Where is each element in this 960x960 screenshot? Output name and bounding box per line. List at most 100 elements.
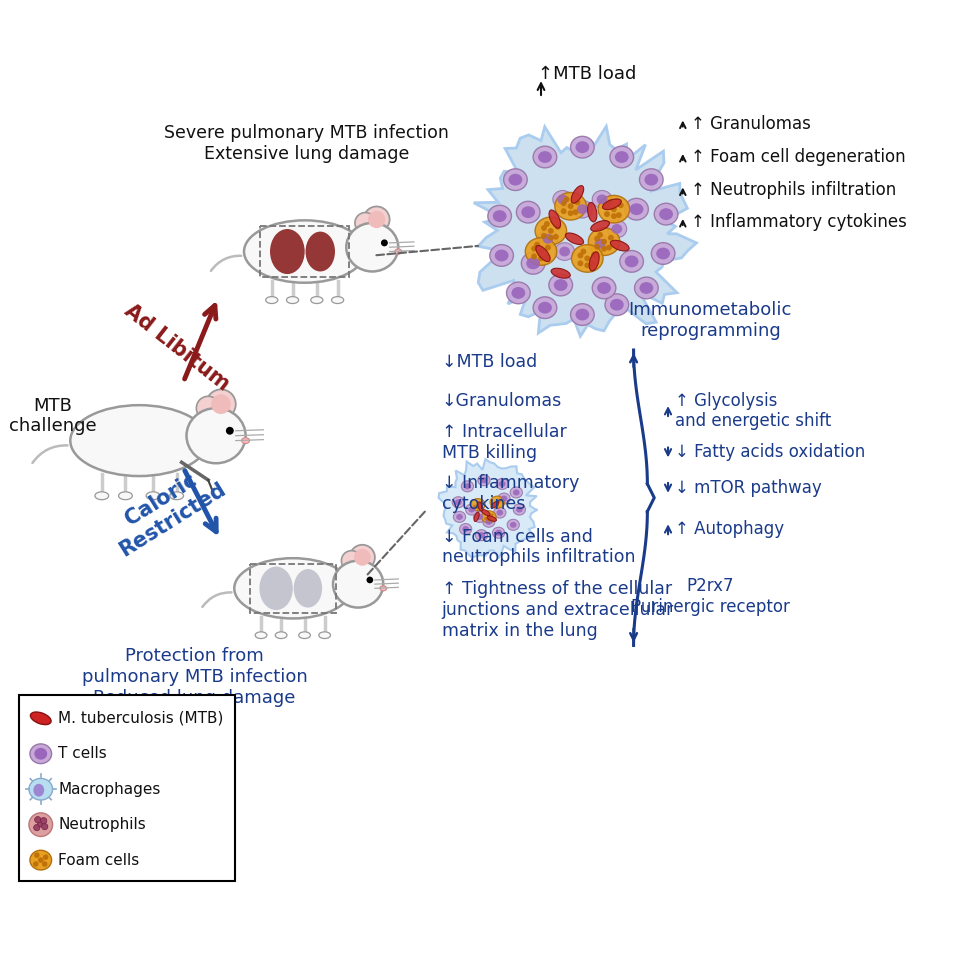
Ellipse shape (639, 282, 653, 294)
Ellipse shape (146, 492, 160, 500)
Ellipse shape (533, 297, 557, 319)
Ellipse shape (488, 516, 496, 521)
Text: ↑ Neutrophils infiltration: ↑ Neutrophils infiltration (690, 181, 896, 200)
Ellipse shape (510, 487, 522, 498)
Ellipse shape (533, 146, 557, 168)
Circle shape (608, 235, 613, 241)
Ellipse shape (620, 251, 643, 273)
Ellipse shape (572, 201, 592, 218)
Ellipse shape (512, 287, 525, 299)
Ellipse shape (342, 551, 362, 571)
Circle shape (589, 261, 595, 267)
Ellipse shape (95, 492, 108, 500)
Circle shape (574, 200, 581, 205)
Ellipse shape (525, 238, 557, 265)
Ellipse shape (319, 632, 330, 638)
Ellipse shape (453, 512, 466, 522)
Circle shape (488, 518, 491, 521)
Ellipse shape (605, 294, 629, 316)
Text: ↓ Inflammatory
cytokines: ↓ Inflammatory cytokines (442, 474, 579, 514)
Ellipse shape (478, 502, 483, 511)
Circle shape (548, 228, 554, 234)
Ellipse shape (560, 247, 570, 256)
Circle shape (544, 221, 550, 227)
Ellipse shape (286, 297, 299, 303)
Ellipse shape (311, 297, 323, 303)
Text: MTB
challenge: MTB challenge (9, 396, 96, 436)
Ellipse shape (553, 190, 572, 208)
Ellipse shape (592, 277, 616, 299)
Circle shape (616, 212, 622, 218)
Ellipse shape (496, 478, 509, 490)
Ellipse shape (501, 495, 508, 502)
Ellipse shape (464, 483, 470, 490)
Circle shape (34, 852, 39, 858)
Ellipse shape (588, 203, 597, 222)
Circle shape (618, 203, 624, 208)
Ellipse shape (657, 248, 670, 259)
Ellipse shape (538, 301, 552, 314)
Ellipse shape (34, 783, 44, 797)
Ellipse shape (639, 169, 663, 190)
Ellipse shape (570, 136, 594, 158)
Circle shape (591, 252, 597, 257)
Circle shape (38, 857, 43, 863)
Ellipse shape (535, 217, 566, 245)
Ellipse shape (549, 275, 572, 296)
Circle shape (476, 506, 479, 509)
Ellipse shape (234, 558, 351, 618)
Text: ↑ Foam cell degeneration: ↑ Foam cell degeneration (690, 148, 905, 166)
Circle shape (561, 208, 566, 214)
Circle shape (476, 503, 479, 506)
Ellipse shape (70, 405, 208, 476)
Ellipse shape (206, 390, 236, 419)
Ellipse shape (612, 224, 622, 234)
Ellipse shape (498, 493, 510, 504)
Circle shape (543, 254, 549, 260)
Ellipse shape (347, 223, 398, 272)
Circle shape (548, 235, 554, 241)
Ellipse shape (555, 192, 587, 220)
Text: Ad Libitum: Ad Libitum (120, 300, 233, 395)
Circle shape (604, 211, 610, 217)
Polygon shape (473, 127, 696, 336)
Circle shape (572, 209, 579, 215)
Circle shape (37, 821, 44, 827)
Ellipse shape (30, 744, 52, 763)
Ellipse shape (555, 243, 574, 260)
Ellipse shape (494, 250, 509, 261)
Text: Macrophages: Macrophages (59, 781, 161, 797)
Ellipse shape (466, 504, 478, 515)
Ellipse shape (478, 475, 490, 486)
Ellipse shape (470, 498, 485, 511)
Circle shape (367, 577, 373, 584)
Ellipse shape (577, 204, 588, 214)
Ellipse shape (514, 504, 525, 515)
Circle shape (594, 244, 600, 250)
Ellipse shape (473, 512, 486, 522)
Ellipse shape (305, 231, 335, 272)
Ellipse shape (452, 496, 465, 508)
Ellipse shape (481, 510, 491, 516)
Ellipse shape (660, 208, 673, 220)
Ellipse shape (570, 303, 594, 325)
Ellipse shape (603, 199, 621, 209)
Ellipse shape (244, 221, 366, 283)
Ellipse shape (611, 240, 629, 251)
Text: Neutrophils: Neutrophils (59, 817, 146, 832)
Ellipse shape (598, 196, 630, 223)
Ellipse shape (486, 518, 492, 525)
Ellipse shape (504, 169, 527, 190)
Ellipse shape (536, 246, 550, 261)
Ellipse shape (513, 490, 519, 495)
Ellipse shape (635, 277, 659, 299)
Ellipse shape (510, 521, 516, 528)
Circle shape (488, 516, 491, 518)
Ellipse shape (588, 228, 620, 255)
Circle shape (606, 245, 612, 251)
Ellipse shape (478, 532, 485, 539)
Ellipse shape (538, 151, 552, 163)
Circle shape (581, 249, 587, 254)
Ellipse shape (571, 245, 603, 273)
Ellipse shape (575, 309, 589, 321)
